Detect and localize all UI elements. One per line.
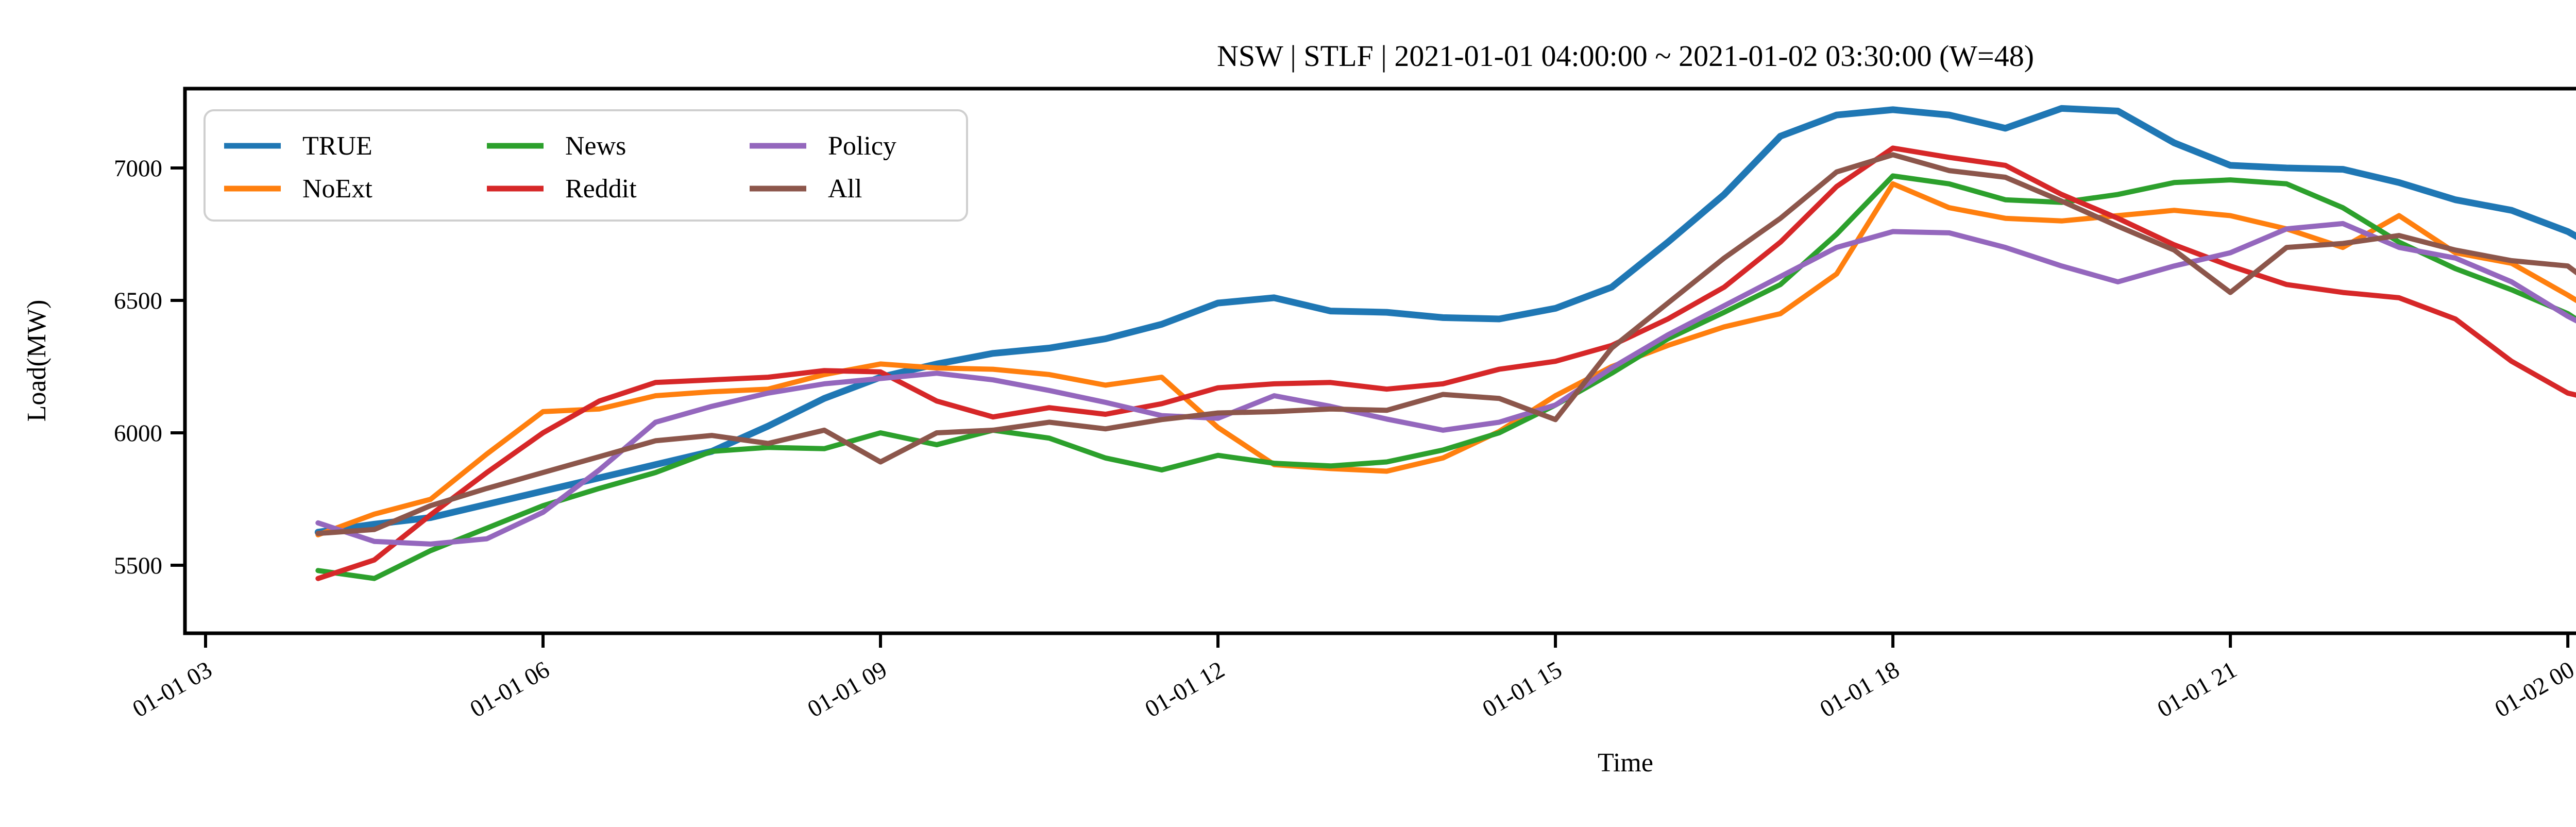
x-tick-label: 01-01 09: [803, 656, 892, 722]
series-line-Reddit: [315, 145, 2576, 581]
series-line-Policy: [315, 221, 2576, 547]
legend-item-News: News: [487, 131, 626, 161]
x-tick-label: 01-01 03: [128, 656, 217, 722]
legend-label-NoExt: NoExt: [302, 174, 372, 204]
legend-item-NoExt: NoExt: [224, 174, 372, 204]
x-tick-label-group: 01-01 09: [803, 656, 892, 722]
x-tick-label: 01-01 15: [1478, 656, 1567, 722]
x-tick-label-group: 01-01 15: [1478, 656, 1567, 722]
x-axis-label: Time: [1598, 748, 1653, 778]
legend-box: [204, 109, 968, 222]
y-tick-label: 5500: [114, 552, 162, 579]
legend-label-TRUE: TRUE: [302, 131, 372, 161]
x-tick-label-group: 01-01 12: [1141, 656, 1229, 722]
x-tick-label: 01-02 00: [2490, 656, 2576, 722]
legend-item-TRUE: TRUE: [224, 131, 372, 161]
x-tick-label: 01-01 06: [466, 656, 554, 722]
x-tick-label: 01-01 18: [1816, 656, 1904, 722]
axes-spines: [183, 87, 2576, 635]
legend-item-Policy: Policy: [750, 131, 896, 161]
x-tick-label-group: 01-01 21: [2153, 656, 2242, 722]
legend: TRUE NoExt News Reddit Policy All: [204, 109, 968, 222]
x-tick-label-group: 01-01 18: [1816, 656, 1904, 722]
y-tick-label: 6500: [114, 288, 162, 314]
series-line-News: [315, 173, 2576, 581]
y-axis-label: Load(MW): [22, 300, 52, 422]
chart-title: NSW | STLF | 2021-01-01 04:00:00 ~ 2021-…: [1217, 39, 2034, 73]
y-tick-label: 7000: [114, 155, 162, 182]
series-line-TRUE: [314, 105, 2576, 536]
series-line-All: [315, 152, 2576, 536]
series-line-NoExt: [315, 181, 2576, 537]
legend-item-Reddit: Reddit: [487, 174, 637, 204]
legend-label-Policy: Policy: [828, 131, 896, 161]
plot-area: 5500 6000 6500 7000 01-01 03 01-01 06 01-01 09…: [114, 87, 2576, 723]
y-tick-label: 6000: [114, 420, 162, 447]
legend-label-Reddit: Reddit: [565, 174, 637, 204]
x-tick-label-group: 01-02 00: [2490, 656, 2576, 722]
legend-label-All: All: [828, 174, 862, 204]
x-tick-label-group: 01-01 03: [128, 656, 217, 722]
legend-label-News: News: [565, 131, 626, 161]
x-tick-label-group: 01-01 06: [466, 656, 554, 722]
x-tick-label: 01-01 12: [1141, 656, 1229, 722]
legend-item-All: All: [750, 174, 862, 204]
x-tick-label: 01-01 21: [2153, 656, 2242, 722]
